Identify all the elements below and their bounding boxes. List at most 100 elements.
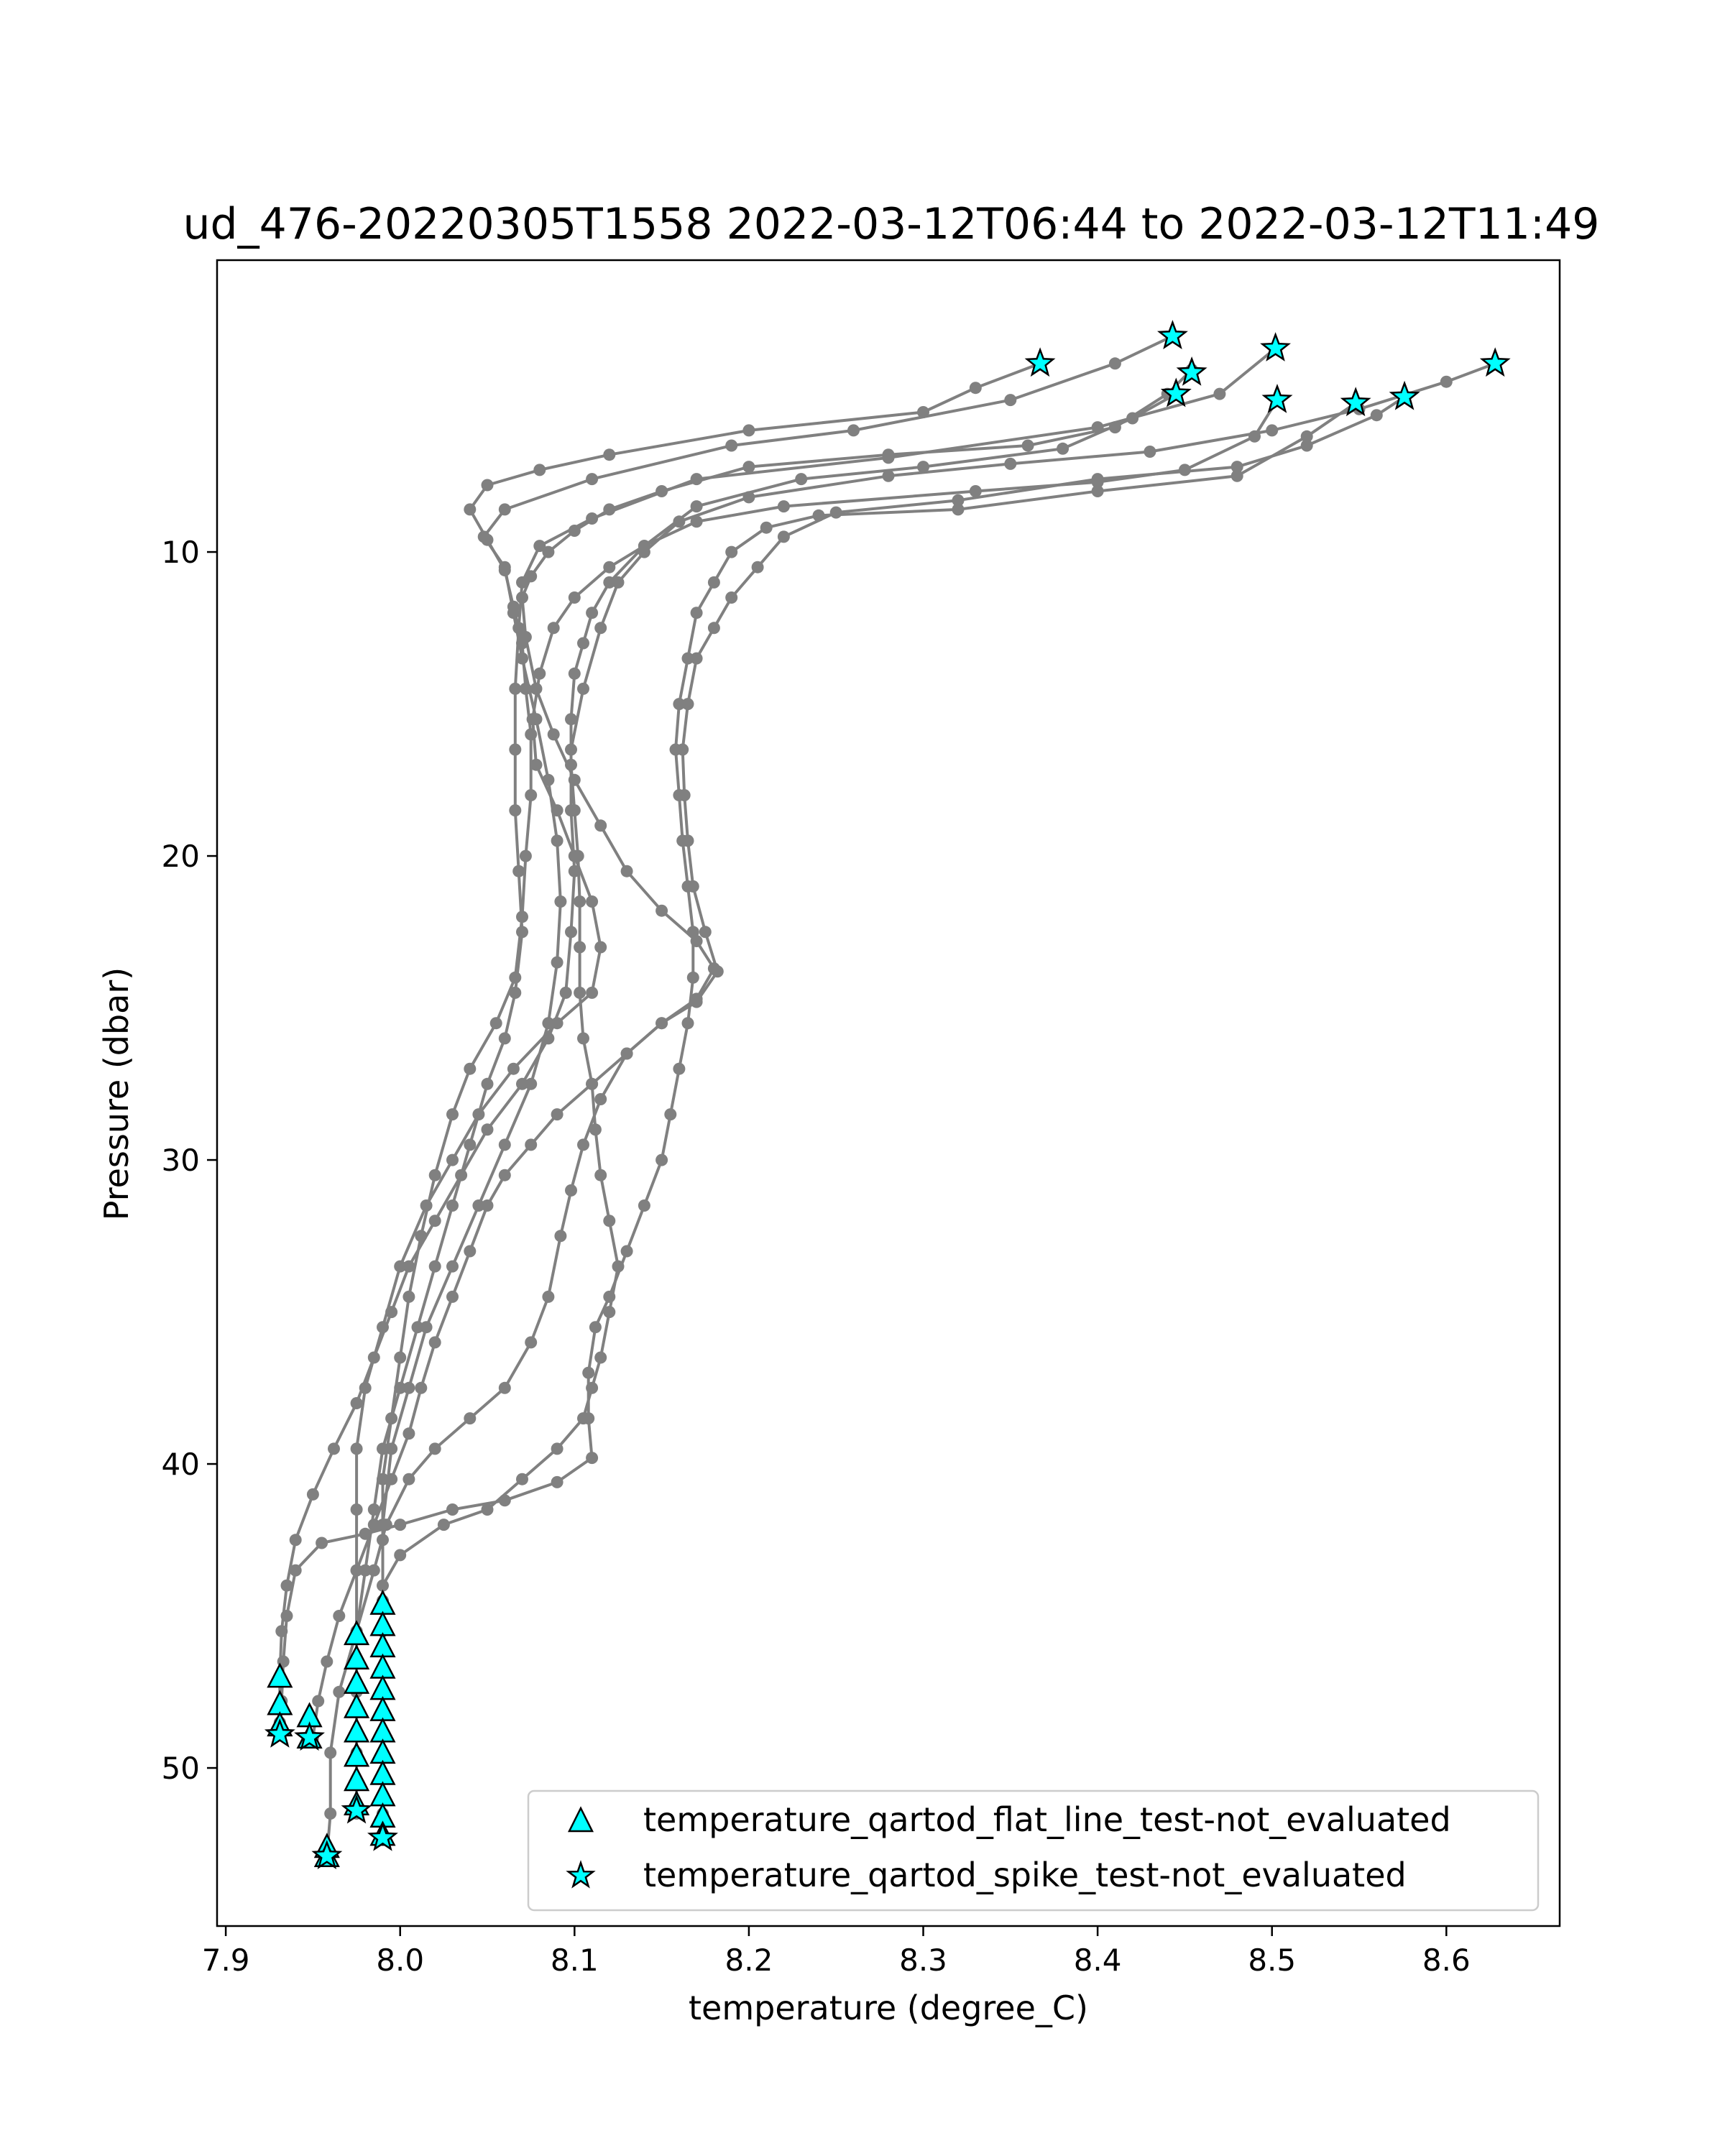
- data-point: [568, 591, 581, 604]
- x-tick-label: 8.5: [1248, 1943, 1296, 1978]
- chart-title: ud_476-20220305T1558 2022-03-12T06:44 to…: [183, 199, 1600, 249]
- profile-series: [273, 397, 1362, 1741]
- data-point: [1108, 357, 1121, 370]
- data-point: [603, 1290, 616, 1303]
- data-point: [367, 1351, 380, 1364]
- data-point: [612, 576, 625, 589]
- data-point: [509, 682, 522, 695]
- data-point: [324, 1807, 337, 1820]
- data-point: [673, 1062, 686, 1075]
- legend-label-flat-line: temperature_qartod_flat_line_test-not_ev…: [643, 1800, 1451, 1839]
- data-point: [551, 956, 564, 969]
- data-point: [498, 1032, 511, 1045]
- data-point: [589, 1321, 602, 1334]
- data-point: [498, 503, 511, 516]
- spike-marker: [1157, 320, 1188, 349]
- triangle-marker-icon: [567, 1806, 594, 1833]
- data-point: [519, 631, 532, 643]
- data-point: [638, 1199, 650, 1212]
- data-point: [551, 804, 564, 817]
- data-point: [446, 1503, 459, 1516]
- flat-line-marker: [369, 1695, 396, 1721]
- data-point: [428, 1336, 441, 1349]
- data-point: [377, 1579, 389, 1592]
- data-point: [711, 965, 724, 978]
- data-point: [402, 1290, 415, 1303]
- data-point: [594, 1169, 607, 1181]
- data-point: [699, 926, 712, 939]
- spike-markers: [264, 320, 1511, 1869]
- spike-marker: [264, 1718, 295, 1748]
- data-point: [350, 1564, 363, 1577]
- profile-line: [311, 395, 1407, 1739]
- data-point: [367, 1519, 380, 1531]
- data-point: [603, 503, 616, 516]
- data-point: [574, 895, 586, 908]
- data-point: [969, 382, 982, 395]
- data-point: [525, 1077, 538, 1090]
- x-tick-label: 8.1: [551, 1943, 599, 1978]
- profile-series: [350, 394, 1284, 1820]
- data-point: [472, 1108, 485, 1121]
- data-point: [464, 1062, 477, 1075]
- data-point: [664, 1108, 677, 1121]
- data-point: [402, 1427, 415, 1440]
- spike-marker: [1389, 380, 1420, 410]
- data-point: [464, 1245, 477, 1258]
- data-point: [686, 926, 699, 939]
- data-point: [656, 904, 668, 917]
- data-point: [481, 1077, 494, 1090]
- data-point: [507, 607, 520, 619]
- data-point: [565, 713, 577, 726]
- data-point: [377, 1442, 389, 1455]
- data-point: [516, 1473, 528, 1485]
- data-point: [690, 652, 703, 665]
- data-point: [312, 1695, 325, 1708]
- data-point: [512, 622, 525, 635]
- x-tick-label: 8.3: [899, 1943, 947, 1978]
- data-point: [530, 758, 543, 771]
- data-point: [742, 461, 755, 474]
- data-point: [394, 1381, 407, 1394]
- data-point: [1213, 387, 1226, 400]
- data-point: [516, 652, 528, 665]
- data-point: [455, 1169, 468, 1181]
- data-point: [1004, 394, 1017, 407]
- spike-marker: [1479, 347, 1511, 377]
- data-point: [385, 1306, 398, 1319]
- data-point: [306, 1488, 319, 1501]
- data-point: [565, 1184, 577, 1197]
- flat-line-marker: [369, 1781, 396, 1807]
- plot-area: [264, 320, 1511, 1869]
- data-point: [565, 804, 577, 817]
- data-point: [402, 1473, 415, 1485]
- data-point: [385, 1473, 398, 1485]
- data-point: [742, 491, 755, 504]
- data-point: [577, 1032, 589, 1045]
- spike-marker: [1176, 356, 1208, 386]
- data-point: [512, 865, 525, 877]
- data-point: [690, 515, 703, 528]
- data-point: [725, 591, 738, 604]
- data-point: [509, 743, 522, 756]
- data-point: [638, 545, 650, 558]
- data-point: [481, 1199, 494, 1212]
- data-point: [1230, 469, 1243, 482]
- data-point: [582, 1366, 595, 1379]
- data-point: [656, 1153, 668, 1166]
- data-point: [477, 530, 490, 543]
- data-point: [533, 667, 546, 680]
- flat-line-marker: [369, 1674, 396, 1700]
- data-point: [328, 1442, 340, 1455]
- data-point: [437, 1519, 450, 1531]
- data-point: [594, 622, 607, 635]
- data-point: [1230, 461, 1243, 474]
- data-point: [289, 1534, 302, 1547]
- data-point: [568, 525, 581, 537]
- data-point: [394, 1351, 407, 1364]
- plot-frame: [216, 259, 1561, 1927]
- data-point: [498, 1381, 511, 1394]
- data-point: [516, 1077, 528, 1090]
- data-point: [402, 1260, 415, 1273]
- spike-marker: [1340, 387, 1371, 417]
